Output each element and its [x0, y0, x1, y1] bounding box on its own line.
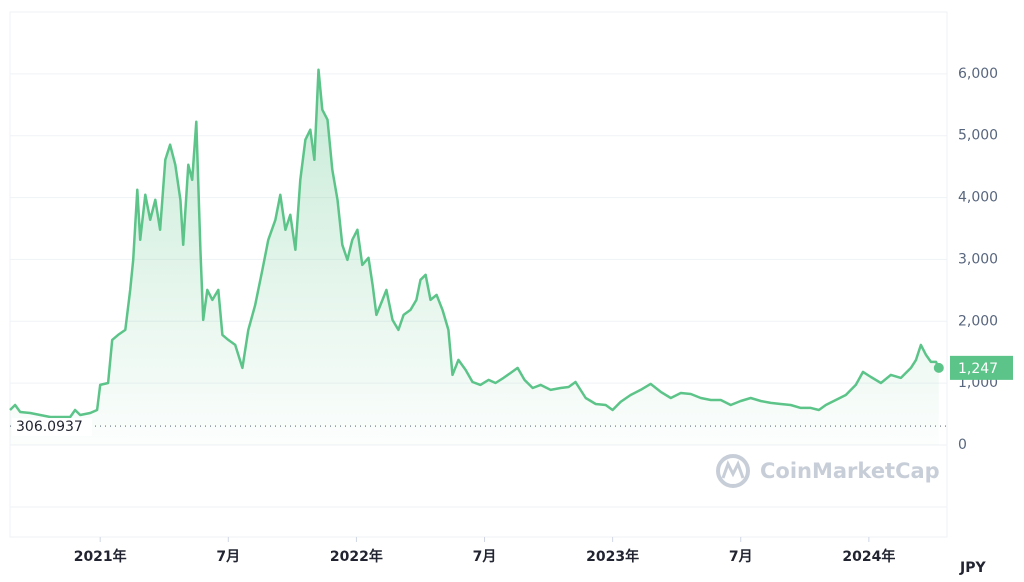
y-tick-label: 5,000 [958, 128, 998, 144]
price-line [9, 68, 940, 419]
current-price-box [950, 355, 1013, 380]
y-tick-label: 2,000 [958, 313, 998, 329]
x-tick-label: 7月 [473, 549, 497, 565]
watermark-logo [716, 454, 750, 488]
last-point [933, 362, 944, 373]
area-fill [10, 69, 939, 445]
current-price-label: 1,247 [958, 361, 998, 377]
y-tick-label: 3,000 [958, 251, 998, 267]
watermark: CoinMarketCap [760, 459, 940, 483]
x-tick-label: 2022年 [330, 548, 383, 565]
y-tick-label: 6,000 [958, 66, 998, 82]
x-tick-label: 7月 [729, 549, 753, 565]
y-tick-label: 4,000 [958, 190, 998, 206]
low-label: 306.0937 [16, 419, 83, 435]
x-tick-label: 2024年 [842, 548, 895, 565]
plot-frame [9, 11, 948, 538]
x-tick-label: 2021年 [74, 548, 127, 565]
currency-unit: JPY [959, 560, 986, 576]
x-tick-label: 2023年 [586, 548, 639, 565]
low-label-bg [12, 418, 92, 437]
x-tick-label: 7月 [216, 549, 240, 565]
y-tick-label: 0 [958, 437, 967, 453]
